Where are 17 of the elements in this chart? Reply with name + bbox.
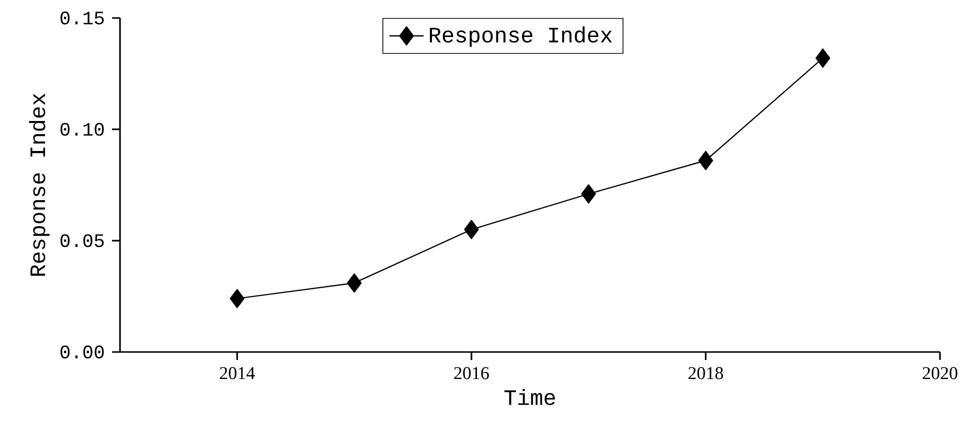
x-tick-label: 2014: [220, 367, 255, 380]
x-tick-label: 2018: [688, 367, 724, 380]
x-axis-title: Time: [504, 388, 555, 406]
x-tick-label: 2016: [454, 367, 489, 380]
y-tick-label: 0.05: [60, 234, 104, 248]
point: [816, 48, 830, 68]
point: [698, 150, 714, 170]
y-tick-label: 0.15: [60, 12, 104, 24]
point: [346, 273, 362, 293]
x-tick-label: 2020: [922, 367, 958, 380]
y-tick-label: 0.00: [60, 346, 104, 358]
point: [464, 220, 479, 240]
y-axis-title: Response Index: [29, 94, 50, 276]
legend-label: Response Index: [430, 26, 612, 47]
y-tick-label: 0.10: [60, 122, 104, 136]
point: [581, 184, 596, 204]
point: [230, 288, 244, 308]
